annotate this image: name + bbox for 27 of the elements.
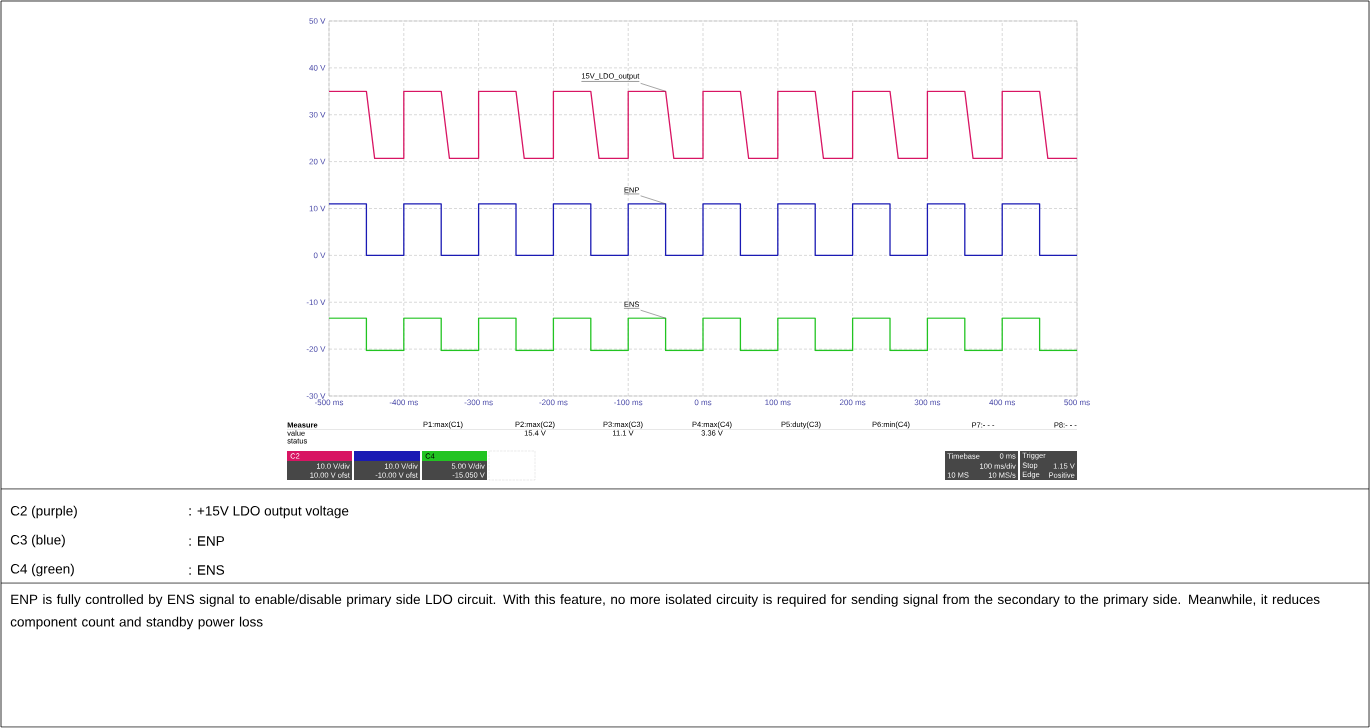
- y-tick-label: 10 V: [309, 205, 326, 212]
- y-tick-label: 30 V: [309, 111, 326, 118]
- x-tick-label: 400 ms: [989, 399, 1016, 406]
- x-tick-label: 300 ms: [914, 399, 941, 406]
- x-tick-label: 200 ms: [839, 399, 866, 406]
- text: C2 (purple): [10, 505, 77, 519]
- text: C4 (green): [10, 563, 74, 577]
- x-tick-label: -400 ms: [389, 399, 418, 406]
- y-tick-label: -10 V: [306, 299, 326, 306]
- text: : ENP: [189, 536, 224, 546]
- y-tick-label: 0 V: [313, 252, 326, 259]
- text: ENP is fully controlled by ENS signal to enable/disable primary side LDO circuit. With this feature, no more isolated circuity is required for sending signal from the secondary to the primary side. Meanwhile, it reduces component count and standby power loss: [10, 594, 1320, 630]
- x-tick-label: 500 ms: [1064, 399, 1090, 406]
- x-tick-label: -300 ms: [464, 399, 493, 406]
- y-tick-label: 20 V: [309, 158, 326, 165]
- x-tick-label: 100 ms: [765, 399, 791, 406]
- text: : ENS: [189, 565, 225, 575]
- x-tick-label: -500 ms: [314, 399, 344, 406]
- text: C3 (blue): [10, 534, 65, 548]
- y-tick-label: -20 V: [306, 346, 326, 352]
- x-tick-label: 0 ms: [694, 399, 712, 406]
- x-tick-label: -100 ms: [614, 399, 643, 406]
- x-tick-label: -200 ms: [539, 399, 568, 406]
- y-tick-label: 50 V: [309, 18, 326, 24]
- y-tick-label: 40 V: [309, 65, 326, 71]
- text: : +15V LDO output voltage: [189, 505, 349, 519]
- y-tick-label: -30 V: [306, 393, 326, 399]
